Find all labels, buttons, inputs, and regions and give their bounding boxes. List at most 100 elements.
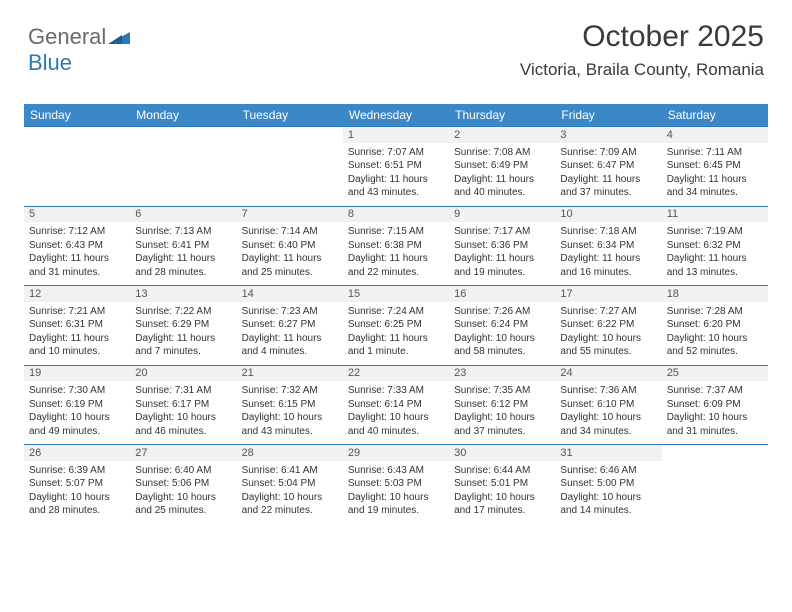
day-number: 4 [662, 127, 768, 143]
day-number: 28 [237, 445, 343, 461]
sunset-text: Sunset: 5:06 PM [135, 477, 231, 491]
sunset-text: Sunset: 6:36 PM [454, 239, 550, 253]
sunrise-text: Sunrise: 6:41 AM [242, 464, 338, 478]
day-number: 2 [449, 127, 555, 143]
daylight-text-1: Daylight: 10 hours [242, 491, 338, 505]
weekday-header: Wednesday [343, 104, 449, 127]
sunset-text: Sunset: 5:04 PM [242, 477, 338, 491]
brand-part1: General [28, 24, 106, 49]
day-number: 12 [24, 286, 130, 302]
day-cell: Sunrise: 7:32 AMSunset: 6:15 PMDaylight:… [237, 381, 343, 445]
day-number: 21 [237, 365, 343, 381]
daylight-text-2: and 58 minutes. [454, 345, 550, 359]
daylight-text-1: Daylight: 11 hours [348, 173, 444, 187]
day-number: 9 [449, 206, 555, 222]
daylight-text-2: and 52 minutes. [667, 345, 763, 359]
day-cell: Sunrise: 7:14 AMSunset: 6:40 PMDaylight:… [237, 222, 343, 286]
day-number: 1 [343, 127, 449, 143]
daylight-text-1: Daylight: 11 hours [348, 332, 444, 346]
sunset-text: Sunset: 5:07 PM [29, 477, 125, 491]
sunrise-text: Sunrise: 7:15 AM [348, 225, 444, 239]
sunset-text: Sunset: 6:47 PM [560, 159, 656, 173]
daylight-text-2: and 37 minutes. [560, 186, 656, 200]
day-cell: Sunrise: 7:22 AMSunset: 6:29 PMDaylight:… [130, 302, 236, 366]
sunset-text: Sunset: 6:24 PM [454, 318, 550, 332]
sunrise-text: Sunrise: 6:43 AM [348, 464, 444, 478]
daylight-text-1: Daylight: 10 hours [135, 411, 231, 425]
day-cell: Sunrise: 7:30 AMSunset: 6:19 PMDaylight:… [24, 381, 130, 445]
daylight-text-2: and 43 minutes. [348, 186, 444, 200]
day-number: 5 [24, 206, 130, 222]
daylight-text-1: Daylight: 10 hours [560, 411, 656, 425]
daylight-text-1: Daylight: 11 hours [135, 252, 231, 266]
daylight-text-2: and 43 minutes. [242, 425, 338, 439]
sunrise-text: Sunrise: 6:46 AM [560, 464, 656, 478]
day-cell: Sunrise: 6:41 AMSunset: 5:04 PMDaylight:… [237, 461, 343, 524]
daylight-text-1: Daylight: 11 hours [242, 332, 338, 346]
daylight-text-2: and 19 minutes. [454, 266, 550, 280]
day-cell: Sunrise: 7:08 AMSunset: 6:49 PMDaylight:… [449, 143, 555, 207]
day-number: 19 [24, 365, 130, 381]
day-detail-row: Sunrise: 7:30 AMSunset: 6:19 PMDaylight:… [24, 381, 768, 445]
sunrise-text: Sunrise: 7:09 AM [560, 146, 656, 160]
sunrise-text: Sunrise: 7:11 AM [667, 146, 763, 160]
daylight-text-1: Daylight: 11 hours [29, 252, 125, 266]
day-detail-row: Sunrise: 7:12 AMSunset: 6:43 PMDaylight:… [24, 222, 768, 286]
day-number: 15 [343, 286, 449, 302]
sunset-text: Sunset: 6:19 PM [29, 398, 125, 412]
sunset-text: Sunset: 6:20 PM [667, 318, 763, 332]
sunset-text: Sunset: 6:49 PM [454, 159, 550, 173]
sunrise-text: Sunrise: 7:08 AM [454, 146, 550, 160]
brand-part2: Blue [28, 50, 72, 75]
daylight-text-2: and 17 minutes. [454, 504, 550, 518]
day-cell: Sunrise: 6:43 AMSunset: 5:03 PMDaylight:… [343, 461, 449, 524]
day-number: 25 [662, 365, 768, 381]
sunrise-text: Sunrise: 7:23 AM [242, 305, 338, 319]
day-number: 10 [555, 206, 661, 222]
daylight-text-2: and 22 minutes. [242, 504, 338, 518]
day-cell: Sunrise: 7:19 AMSunset: 6:32 PMDaylight:… [662, 222, 768, 286]
sunrise-text: Sunrise: 6:40 AM [135, 464, 231, 478]
sunset-text: Sunset: 6:22 PM [560, 318, 656, 332]
daylight-text-1: Daylight: 11 hours [135, 332, 231, 346]
brand-triangle-icon [108, 24, 130, 50]
daylight-text-2: and 31 minutes. [29, 266, 125, 280]
day-cell: Sunrise: 6:46 AMSunset: 5:00 PMDaylight:… [555, 461, 661, 524]
weekday-header: Tuesday [237, 104, 343, 127]
sunset-text: Sunset: 6:25 PM [348, 318, 444, 332]
daylight-text-1: Daylight: 10 hours [454, 332, 550, 346]
daylight-text-1: Daylight: 10 hours [348, 491, 444, 505]
day-number: 27 [130, 445, 236, 461]
sunset-text: Sunset: 6:15 PM [242, 398, 338, 412]
daylight-text-2: and 37 minutes. [454, 425, 550, 439]
day-number: 30 [449, 445, 555, 461]
day-cell [24, 143, 130, 207]
daylight-text-1: Daylight: 10 hours [560, 491, 656, 505]
day-number-row: 19202122232425 [24, 365, 768, 381]
day-number: 3 [555, 127, 661, 143]
daylight-text-2: and 49 minutes. [29, 425, 125, 439]
day-number: 18 [662, 286, 768, 302]
day-detail-row: Sunrise: 6:39 AMSunset: 5:07 PM Daylight:… [24, 461, 768, 524]
daylight-text-1: Daylight: 10 hours [454, 411, 550, 425]
day-number: 17 [555, 286, 661, 302]
daylight-text-1: Daylight: 10 hours [348, 411, 444, 425]
brand-logo: General Blue [28, 24, 130, 76]
day-cell: Sunrise: 7:26 AMSunset: 6:24 PMDaylight:… [449, 302, 555, 366]
daylight-text-2: and 14 minutes. [560, 504, 656, 518]
day-cell: Sunrise: 7:13 AMSunset: 6:41 PMDaylight:… [130, 222, 236, 286]
daylight-text-1: Daylight: 11 hours [454, 173, 550, 187]
day-number: 31 [555, 445, 661, 461]
daylight-text-2: and 13 minutes. [667, 266, 763, 280]
day-detail-row: Sunrise: 7:21 AMSunset: 6:31 PMDaylight:… [24, 302, 768, 366]
sunset-text: Sunset: 6:43 PM [29, 239, 125, 253]
day-cell: Sunrise: 6:44 AMSunset: 5:01 PMDaylight:… [449, 461, 555, 524]
sunrise-text: Sunrise: 7:13 AM [135, 225, 231, 239]
sunset-text: Sunset: 6:10 PM [560, 398, 656, 412]
sunset-text: Sunset: 6:41 PM [135, 239, 231, 253]
day-cell: Sunrise: 7:12 AMSunset: 6:43 PMDaylight:… [24, 222, 130, 286]
day-number: 26 [24, 445, 130, 461]
day-cell [237, 143, 343, 207]
sunrise-text: Sunrise: 7:35 AM [454, 384, 550, 398]
sunrise-text: Sunrise: 6:39 AM [29, 464, 125, 478]
